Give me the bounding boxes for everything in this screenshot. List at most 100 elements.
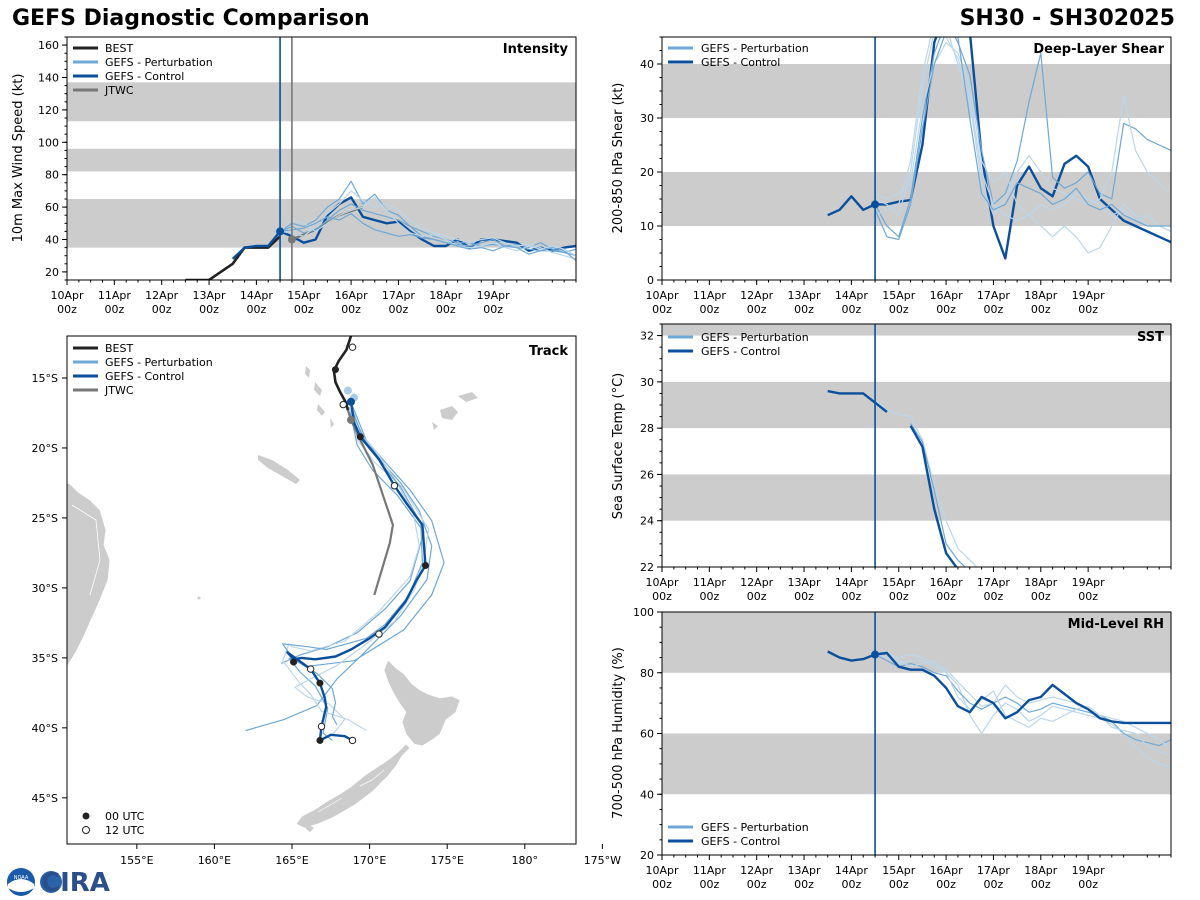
- x-tick-hour: 00z: [889, 878, 909, 891]
- nz-north-island: [383, 659, 461, 747]
- series-line-pert: [280, 213, 576, 262]
- x-tick-date: 11Apr: [98, 289, 132, 302]
- x-tick-hour: 00z: [842, 878, 862, 891]
- lat-tick-label: 30°S: [32, 582, 58, 595]
- track-perturbation: [288, 409, 445, 741]
- x-tick-hour: 00z: [747, 303, 767, 316]
- fiji: [432, 392, 478, 430]
- legend-control-label: GEFS - Control: [105, 370, 184, 383]
- lon-tick-label: 165°E: [275, 854, 308, 867]
- stewart-island: [305, 824, 314, 832]
- intensity-bands: [67, 82, 576, 248]
- x-tick-date: 18Apr: [1024, 289, 1058, 302]
- rh-title: Mid-Level RH: [1068, 617, 1164, 632]
- legend-pert-label: GEFS - Perturbation: [701, 821, 809, 834]
- lon-tick-label: 170°E: [353, 854, 386, 867]
- nz-region-lines: [317, 769, 385, 813]
- rh-ylabel: 700-500 hPa Humidity (%): [611, 647, 626, 819]
- track-best: [332, 336, 353, 411]
- shaded-band: [662, 324, 1171, 336]
- x-tick-hour: 00z: [1031, 878, 1051, 891]
- x-tick-hour: 00z: [247, 303, 267, 316]
- init-marker: [287, 235, 296, 244]
- x-tick-date: 18Apr: [429, 289, 463, 302]
- intensity-legend: BEST GEFS - Perturbation GEFS - Control …: [73, 42, 213, 97]
- noaa-text: NOAA: [14, 875, 29, 881]
- y-tick-label: 120: [38, 104, 59, 117]
- x-tick-date: 16Apr: [930, 864, 964, 877]
- x-tick-date: 17Apr: [977, 289, 1011, 302]
- legend-control-label: GEFS - Control: [701, 56, 780, 69]
- island: [197, 596, 201, 600]
- x-tick-hour: 00z: [842, 303, 862, 316]
- legend-pert-label: GEFS - Perturbation: [105, 356, 213, 369]
- y-tick-label: 0: [647, 274, 654, 287]
- track-perturbation: [282, 408, 420, 732]
- y-tick-label: 80: [640, 667, 654, 680]
- y-tick-label: 80: [45, 169, 59, 182]
- legend-12utc-label: 12 UTC: [105, 824, 145, 837]
- intensity-title: Intensity: [503, 42, 569, 57]
- y-tick-label: 60: [640, 728, 654, 741]
- x-tick-hour: 00z: [936, 303, 956, 316]
- x-tick-hour: 00z: [104, 303, 124, 316]
- x-tick-date: 15Apr: [882, 576, 916, 589]
- x-tick-hour: 00z: [747, 878, 767, 891]
- x-tick-hour: 00z: [1078, 303, 1098, 316]
- track-start-dot: [343, 386, 352, 395]
- legend-control-label: GEFS - Control: [701, 835, 780, 848]
- x-tick-date: 13Apr: [193, 289, 227, 302]
- y-tick-label: 100: [38, 136, 59, 149]
- x-tick-date: 14Apr: [835, 576, 869, 589]
- shear-axes: 01020304010Apr00z11Apr00z12Apr00z13Apr00…: [640, 36, 1172, 316]
- lat-tick-label: 40°S: [32, 722, 58, 735]
- x-tick-hour: 00z: [1031, 590, 1051, 603]
- x-tick-hour: 00z: [794, 590, 814, 603]
- rh-panel: 2040608010010Apr00z11Apr00z12Apr00z13Apr…: [611, 606, 1172, 891]
- x-tick-hour: 00z: [57, 303, 77, 316]
- x-tick-date: 15Apr: [882, 289, 916, 302]
- shaded-band: [662, 474, 1171, 521]
- legend-control-label: GEFS - Control: [105, 70, 184, 83]
- x-tick-date: 19Apr: [1072, 576, 1106, 589]
- x-tick-hour: 00z: [889, 303, 909, 316]
- y-tick-label: 40: [640, 58, 654, 71]
- x-tick-hour: 00z: [152, 303, 172, 316]
- legend-jtwc-label: JTWC: [104, 384, 134, 397]
- legend-pert-label: GEFS - Perturbation: [701, 331, 809, 344]
- series-line-pert: [874, 37, 1171, 238]
- australia-landmass: [67, 482, 111, 667]
- track-panel: 155°E 160°E 165°E 170°E 175°E 180° 175°W 15°S 20…: [32, 335, 621, 867]
- x-tick-date: 17Apr: [977, 576, 1011, 589]
- lat-tick-label: 20°S: [32, 442, 58, 455]
- init-marker: [871, 650, 880, 659]
- globe-icon: [40, 871, 62, 893]
- series-line-control: [827, 389, 888, 413]
- x-tick-hour: 00z: [794, 878, 814, 891]
- shear-series: [827, 37, 1171, 280]
- y-tick-label: 100: [633, 606, 654, 619]
- x-tick-date: 19Apr: [1072, 289, 1106, 302]
- x-tick-hour: 00z: [652, 878, 672, 891]
- x-tick-date: 11Apr: [693, 864, 727, 877]
- x-tick-date: 10Apr: [50, 289, 84, 302]
- x-tick-date: 18Apr: [1024, 576, 1058, 589]
- x-tick-hour: 00z: [842, 590, 862, 603]
- intensity-series: [185, 37, 576, 280]
- sst-series: [827, 324, 978, 567]
- new-caledonia: [258, 455, 300, 484]
- figure-title: GEFS Diagnostic Comparison: [12, 6, 370, 31]
- track-jtwc: [346, 409, 395, 596]
- series-line-pert-light: [280, 190, 576, 260]
- x-tick-date: 11Apr: [693, 576, 727, 589]
- series-line-control: [827, 650, 1171, 725]
- series-line-pert-light: [874, 399, 978, 567]
- x-tick-date: 17Apr: [382, 289, 416, 302]
- legend-pert-label: GEFS - Perturbation: [701, 42, 809, 55]
- lat-tick-label: 15°S: [32, 372, 58, 385]
- x-tick-date: 16Apr: [930, 289, 964, 302]
- rh-axes: 2040608010010Apr00z11Apr00z12Apr00z13Apr…: [633, 606, 1172, 891]
- y-tick-label: 30: [640, 376, 654, 389]
- x-tick-date: 12Apr: [740, 576, 774, 589]
